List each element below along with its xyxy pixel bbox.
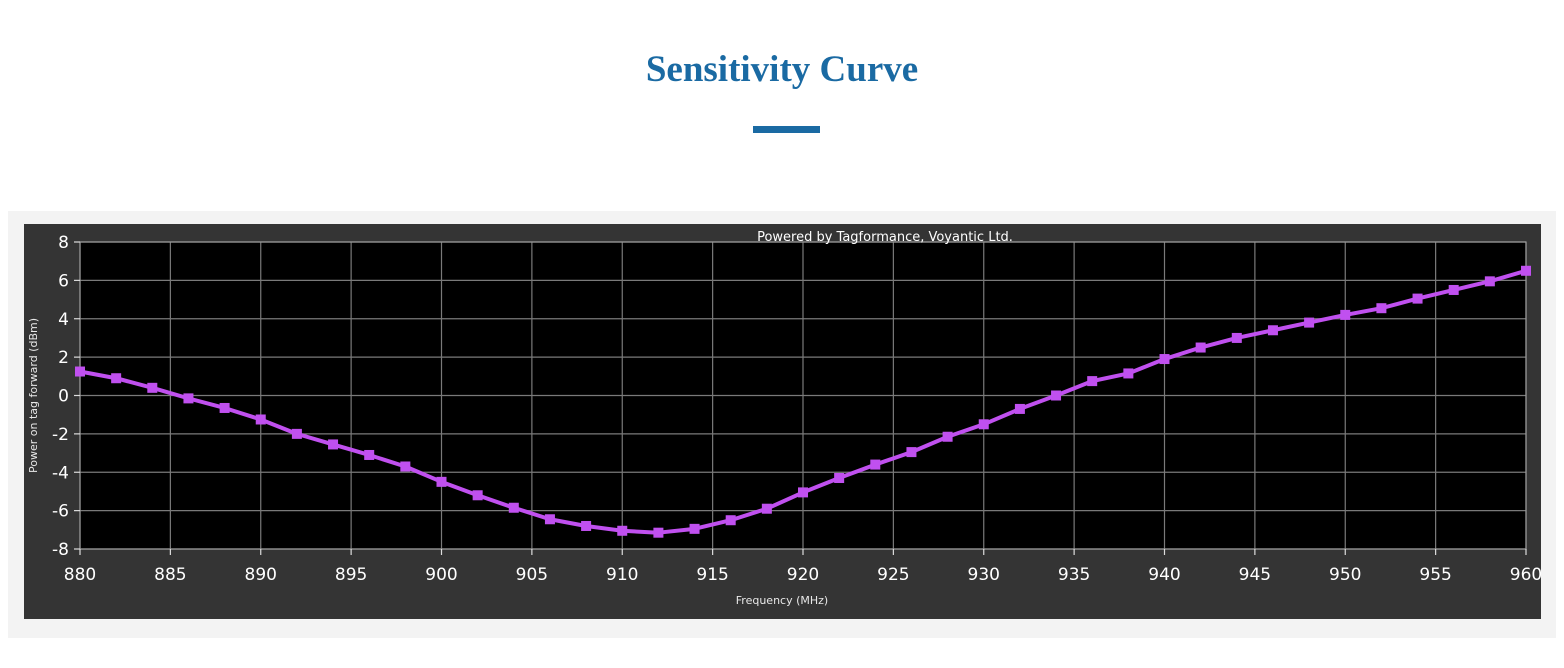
data-point — [255, 414, 266, 425]
data-point — [544, 514, 555, 525]
data-point — [1195, 342, 1206, 353]
data-point — [1484, 276, 1495, 287]
x-tick-label: 945 — [1239, 565, 1271, 585]
data-point — [1376, 303, 1387, 314]
data-point — [1448, 284, 1459, 295]
y-tick-label: 8 — [58, 233, 69, 253]
data-point — [436, 476, 447, 487]
x-tick-label: 895 — [335, 565, 367, 585]
data-point — [1267, 325, 1278, 336]
data-point — [761, 503, 772, 514]
x-tick-label: 910 — [606, 565, 638, 585]
x-tick-label: 935 — [1058, 565, 1090, 585]
x-tick-label: 890 — [245, 565, 277, 585]
data-point — [798, 487, 808, 498]
x-tick-label: 885 — [154, 565, 186, 585]
data-point — [870, 459, 881, 470]
x-tick-label: 955 — [1419, 565, 1451, 585]
data-point — [1123, 368, 1134, 379]
data-point — [978, 419, 989, 430]
title-underline — [753, 126, 820, 133]
data-point — [400, 461, 411, 472]
data-point — [1014, 403, 1025, 414]
data-point — [508, 502, 519, 513]
section-title: Sensitivity Curve — [645, 49, 919, 90]
data-point — [75, 366, 85, 377]
y-tick-label: 2 — [58, 348, 69, 368]
y-tick-label: 6 — [58, 271, 69, 291]
data-point — [1051, 390, 1062, 401]
data-point — [1231, 332, 1242, 343]
x-tick-label: 915 — [696, 565, 728, 585]
x-tick-label: 900 — [425, 565, 457, 585]
data-point — [291, 428, 302, 439]
data-point — [1521, 265, 1531, 276]
y-tick-label: -8 — [52, 540, 69, 560]
data-point — [328, 439, 339, 450]
x-tick-label: 930 — [968, 565, 1000, 585]
data-point — [581, 520, 592, 531]
x-tick-label: 905 — [516, 565, 548, 585]
data-point — [219, 402, 230, 413]
data-point — [689, 523, 700, 534]
x-tick-label: 925 — [877, 565, 909, 585]
data-point — [617, 525, 628, 536]
data-point — [364, 449, 375, 460]
y-axis-title: Power on tag forward (dBm) — [27, 318, 40, 473]
y-tick-labels: 8 6 4 2 0 -2 -4 -6 -8 — [52, 233, 69, 560]
data-point — [147, 382, 158, 393]
y-tick-label: -2 — [52, 425, 69, 445]
data-point — [472, 490, 483, 501]
data-point — [1412, 293, 1423, 304]
y-tick-label: -4 — [52, 463, 69, 483]
x-tick-label: 960 — [1510, 565, 1542, 585]
x-axis-title: Frequency (MHz) — [736, 594, 828, 607]
data-point — [1087, 376, 1098, 387]
data-point — [1304, 317, 1315, 328]
data-point — [906, 447, 917, 458]
data-point — [834, 473, 845, 484]
x-tick-label: 950 — [1329, 565, 1361, 585]
chart-credit: Powered by Tagformance, Voyantic Ltd. — [757, 230, 1013, 245]
y-tick-label: 0 — [58, 387, 69, 407]
data-point — [725, 515, 736, 526]
data-point — [942, 431, 953, 442]
series — [75, 265, 1531, 538]
data-point — [1340, 309, 1351, 320]
x-tick-label: 920 — [787, 565, 819, 585]
tick-marks — [74, 241, 1527, 555]
x-tick-labels: 880 885 890 895 900 905 910 915 920 925 930 935 940 9… — [64, 565, 1542, 585]
data-point — [111, 373, 122, 384]
data-point — [183, 393, 194, 404]
data-point — [653, 527, 664, 538]
x-tick-label: 880 — [64, 565, 96, 585]
y-tick-label: 4 — [58, 310, 69, 330]
data-point — [1159, 354, 1170, 365]
x-tick-label: 940 — [1148, 565, 1180, 585]
y-tick-label: -6 — [52, 502, 69, 522]
